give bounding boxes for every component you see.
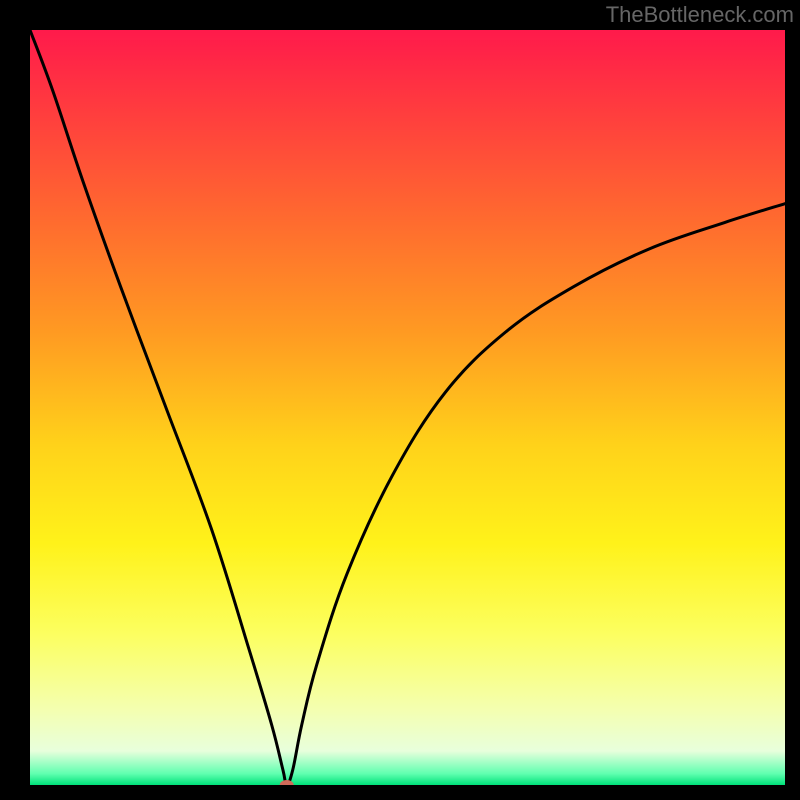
bottleneck-v-curve-chart (30, 30, 785, 785)
plot-background (30, 30, 785, 785)
watermark-text: TheBottleneck.com (606, 2, 794, 28)
chart-container: TheBottleneck.com (0, 0, 800, 800)
